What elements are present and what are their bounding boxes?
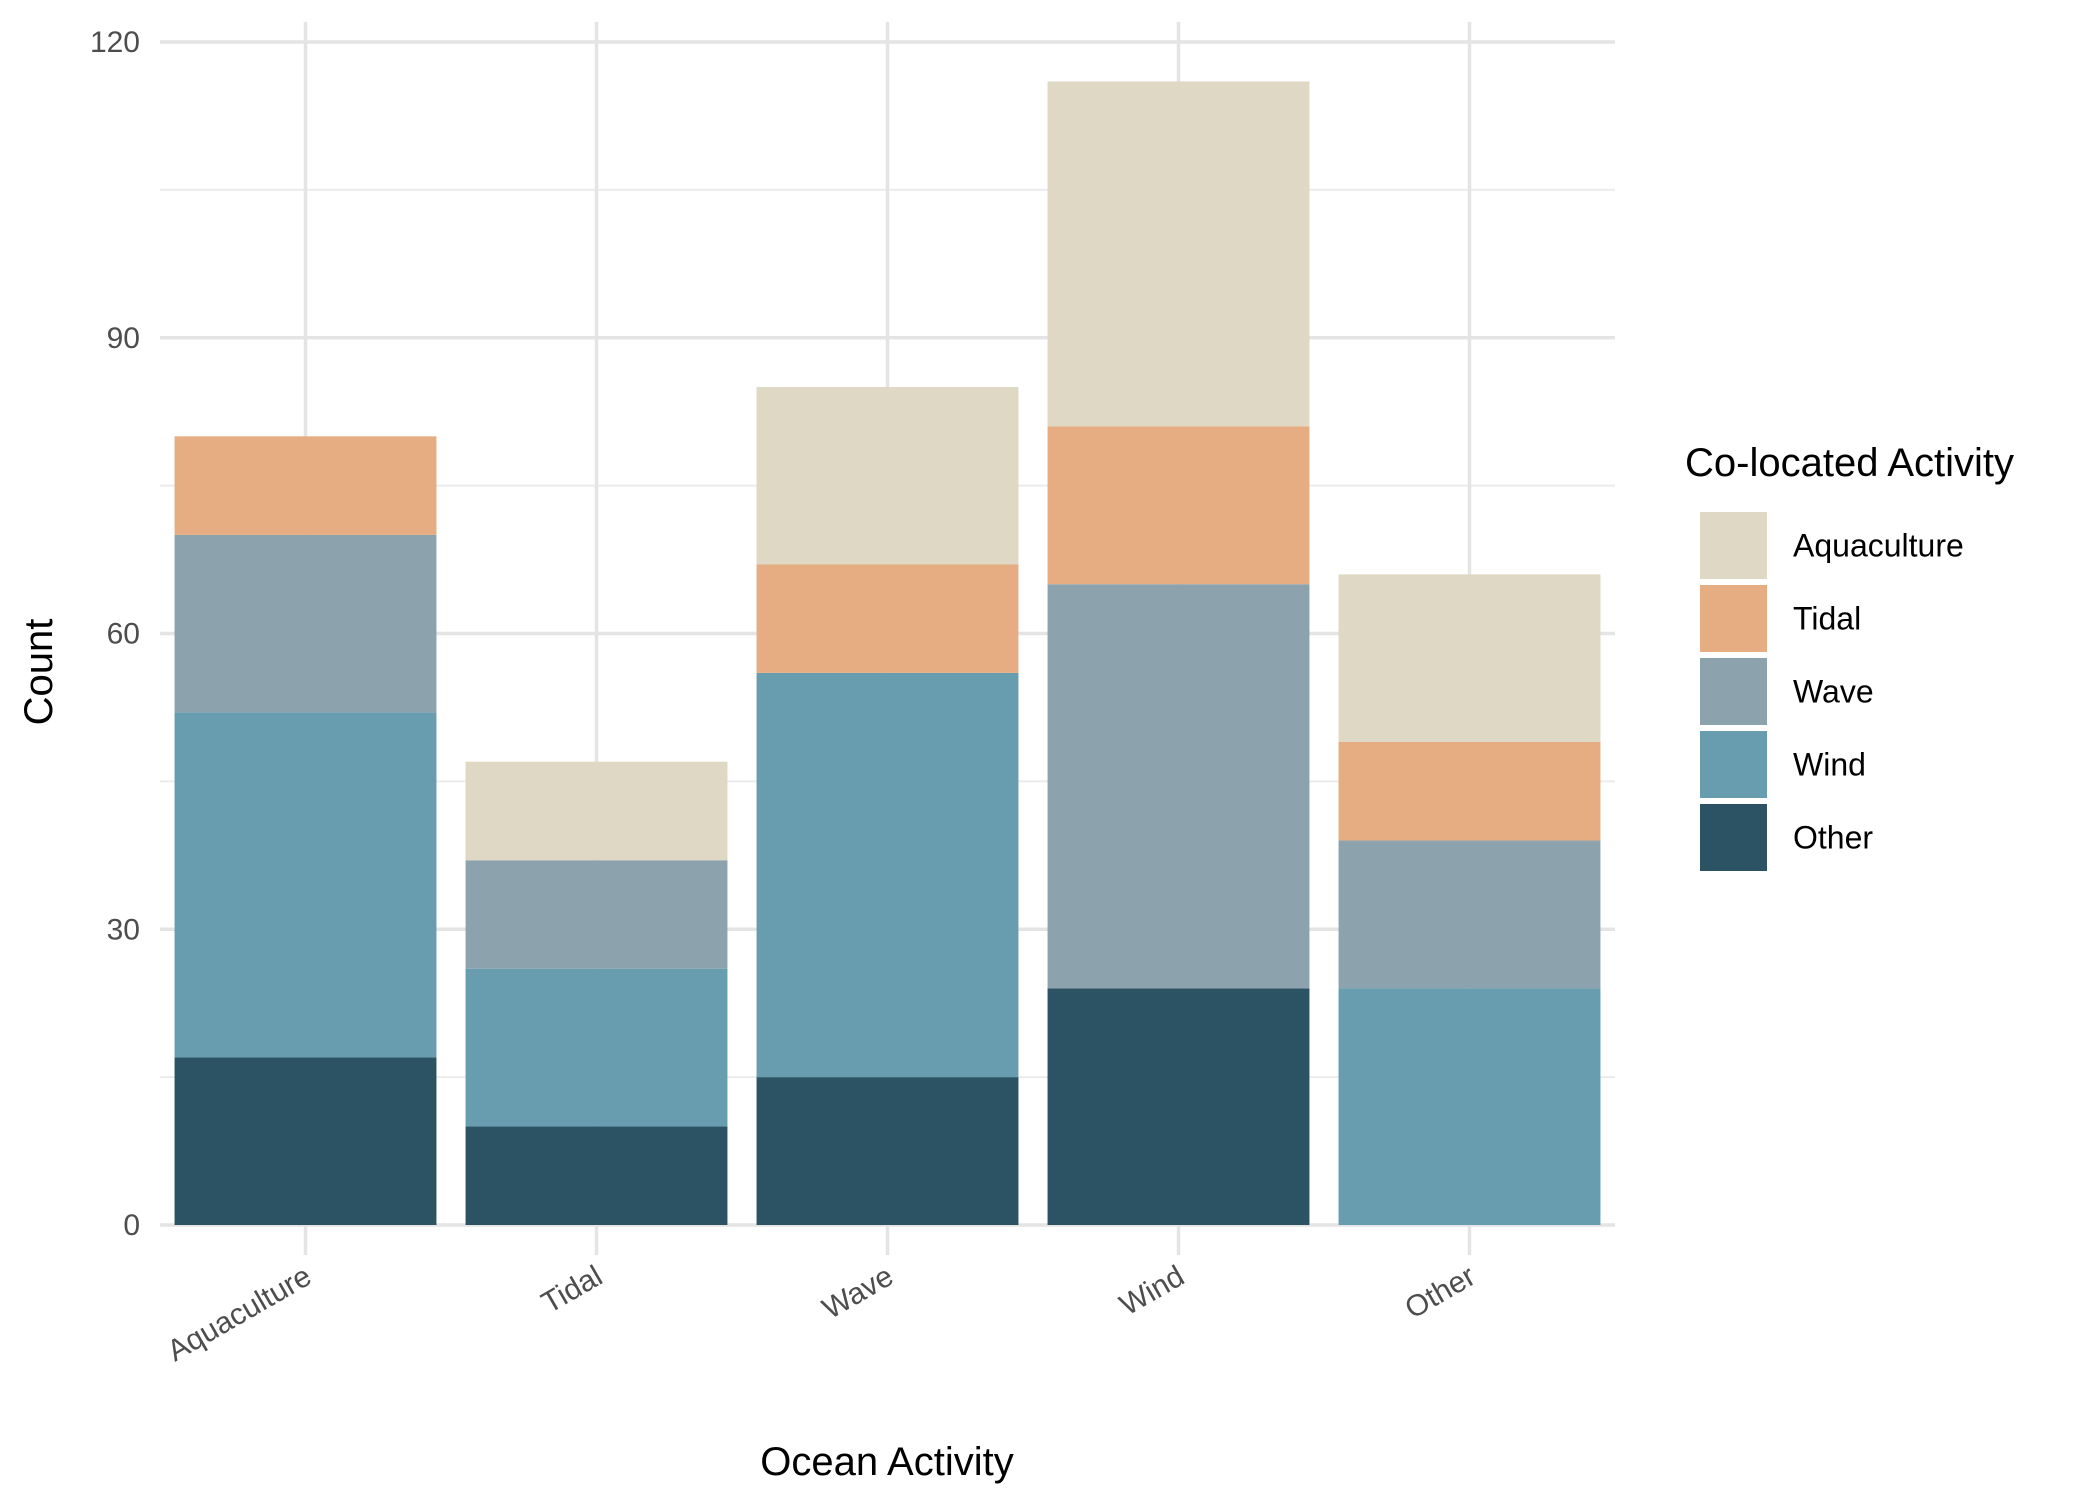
bar-segment-tidal-wave (465, 860, 728, 969)
bar-segment-wave-tidal (756, 564, 1019, 673)
legend-key-aquaculture (1700, 512, 1767, 579)
y-tick-label: 0 (123, 1209, 140, 1242)
legend-label-aquaculture: Aquaculture (1793, 528, 1964, 564)
x-tick-label: Wind (1114, 1259, 1190, 1322)
legend-key-wave (1700, 658, 1767, 725)
bar-segment-aquaculture-wind (174, 712, 437, 1058)
bar-segment-wind-wave (1047, 584, 1310, 989)
legend-label-other: Other (1793, 820, 1873, 856)
legend-key-tidal (1700, 585, 1767, 652)
bar-segment-tidal-other (465, 1126, 728, 1225)
x-axis-ticks: Aquaculture Tidal Wave Wind Other (162, 1259, 1481, 1368)
bar-segment-wind-aquaculture (1047, 81, 1310, 427)
bar-segment-other-tidal (1338, 741, 1601, 841)
bar-segment-tidal-aquaculture (465, 761, 728, 861)
y-axis-ticks: 0 30 60 90 120 (90, 26, 140, 1242)
bar-segment-aquaculture-wave (174, 534, 437, 713)
y-axis-title: Count (17, 619, 61, 726)
x-axis-title: Ocean Activity (760, 1440, 1013, 1484)
legend-title: Co-located Activity (1685, 441, 2014, 485)
bar-segment-wave-wind (756, 672, 1019, 1078)
legend-label-tidal: Tidal (1793, 601, 1861, 637)
bar-segment-wave-aquaculture (756, 387, 1019, 565)
legend-key-wind (1700, 731, 1767, 798)
x-tick-label: Tidal (536, 1259, 608, 1320)
x-tick-label: Aquaculture (162, 1259, 317, 1368)
bar-segment-wave-other (756, 1077, 1019, 1225)
y-tick-label: 90 (107, 322, 140, 355)
y-tick-label: 30 (107, 913, 140, 946)
x-tick-label: Wave (817, 1259, 899, 1325)
legend-label-wind: Wind (1793, 747, 1866, 783)
bar-segment-other-wind (1338, 988, 1601, 1225)
bar-segment-aquaculture-tidal (174, 436, 437, 535)
bar-segment-aquaculture-other (174, 1057, 437, 1225)
bar-segment-tidal-wind (465, 968, 728, 1127)
x-tick-label: Other (1400, 1259, 1481, 1325)
bar-segment-other-wave (1338, 840, 1601, 989)
y-tick-label: 60 (107, 618, 140, 651)
y-tick-label: 120 (90, 26, 140, 59)
bar-segment-other-aquaculture (1338, 574, 1601, 742)
legend-key-other (1700, 804, 1767, 871)
bars (174, 81, 1601, 1225)
bar-segment-wind-tidal (1047, 426, 1310, 585)
bar-segment-wind-other (1047, 988, 1310, 1225)
legend: Co-located Activity Aquaculture Tidal Wave… (1685, 441, 2014, 871)
legend-label-wave: Wave (1793, 674, 1874, 710)
